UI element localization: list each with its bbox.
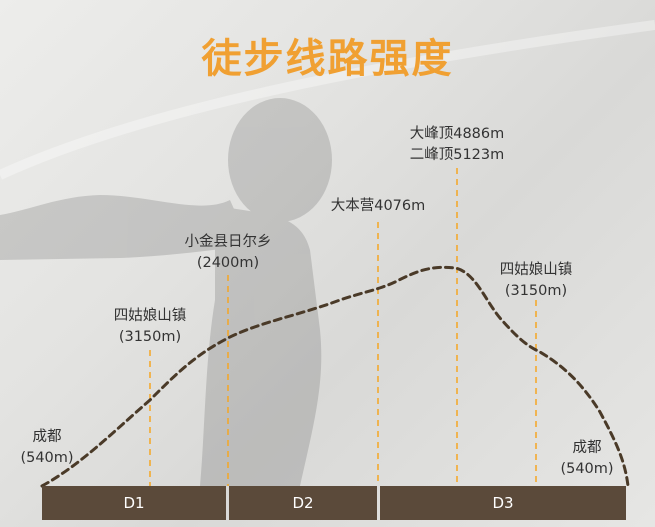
day-segment-d1: D1 xyxy=(42,486,226,520)
waypoint-label-rierxiang: 小金县日尔乡 (2400m) xyxy=(168,232,288,274)
elevation-route-line xyxy=(40,265,630,488)
waypoint-name: 四姑娘山镇 xyxy=(499,262,573,278)
waypoint-label-chengdu-start: 成都 (540m) xyxy=(12,427,82,469)
day-label: D3 xyxy=(492,494,514,512)
day-segment-d3: D3 xyxy=(380,486,626,520)
waypoint-name: 成都 xyxy=(32,429,62,445)
day-segment-d2: D2 xyxy=(229,486,377,520)
page-title: 徒步线路强度 xyxy=(201,36,454,82)
waypoint-label-chengdu-end: 成都 (540m) xyxy=(552,438,622,480)
waypoint-name: 大峰顶4886m xyxy=(409,126,505,142)
waypoint-label-summit: 大峰顶4886m 二峰顶5123m xyxy=(397,124,517,166)
waypoint-altitude: 二峰顶5123m xyxy=(409,147,505,163)
waypoint-label-siguniang-1: 四姑娘山镇 (3150m) xyxy=(100,306,200,348)
rock-texture-diagonal xyxy=(0,20,655,180)
waypoint-name: 四姑娘山镇 xyxy=(113,308,187,324)
waypoint-name: 小金县日尔乡 xyxy=(184,234,272,250)
waypoint-altitude: (2400m) xyxy=(196,255,260,271)
waypoint-altitude: (540m) xyxy=(20,450,74,466)
waypoint-label-siguniang-2: 四姑娘山镇 (3150m) xyxy=(486,260,586,302)
waypoint-altitude: (3150m) xyxy=(504,283,568,299)
waypoint-name: 成都 xyxy=(572,440,602,456)
waypoint-altitude: (540m) xyxy=(560,461,614,477)
waypoint-label-base-camp: 大本营4076m xyxy=(318,196,438,217)
hiker-shadow-silhouette xyxy=(0,98,332,486)
waypoint-name: 大本营4076m xyxy=(330,198,426,214)
waypoint-altitude: (3150m) xyxy=(118,329,182,345)
day-label: D2 xyxy=(292,494,314,512)
day-label: D1 xyxy=(123,494,145,512)
